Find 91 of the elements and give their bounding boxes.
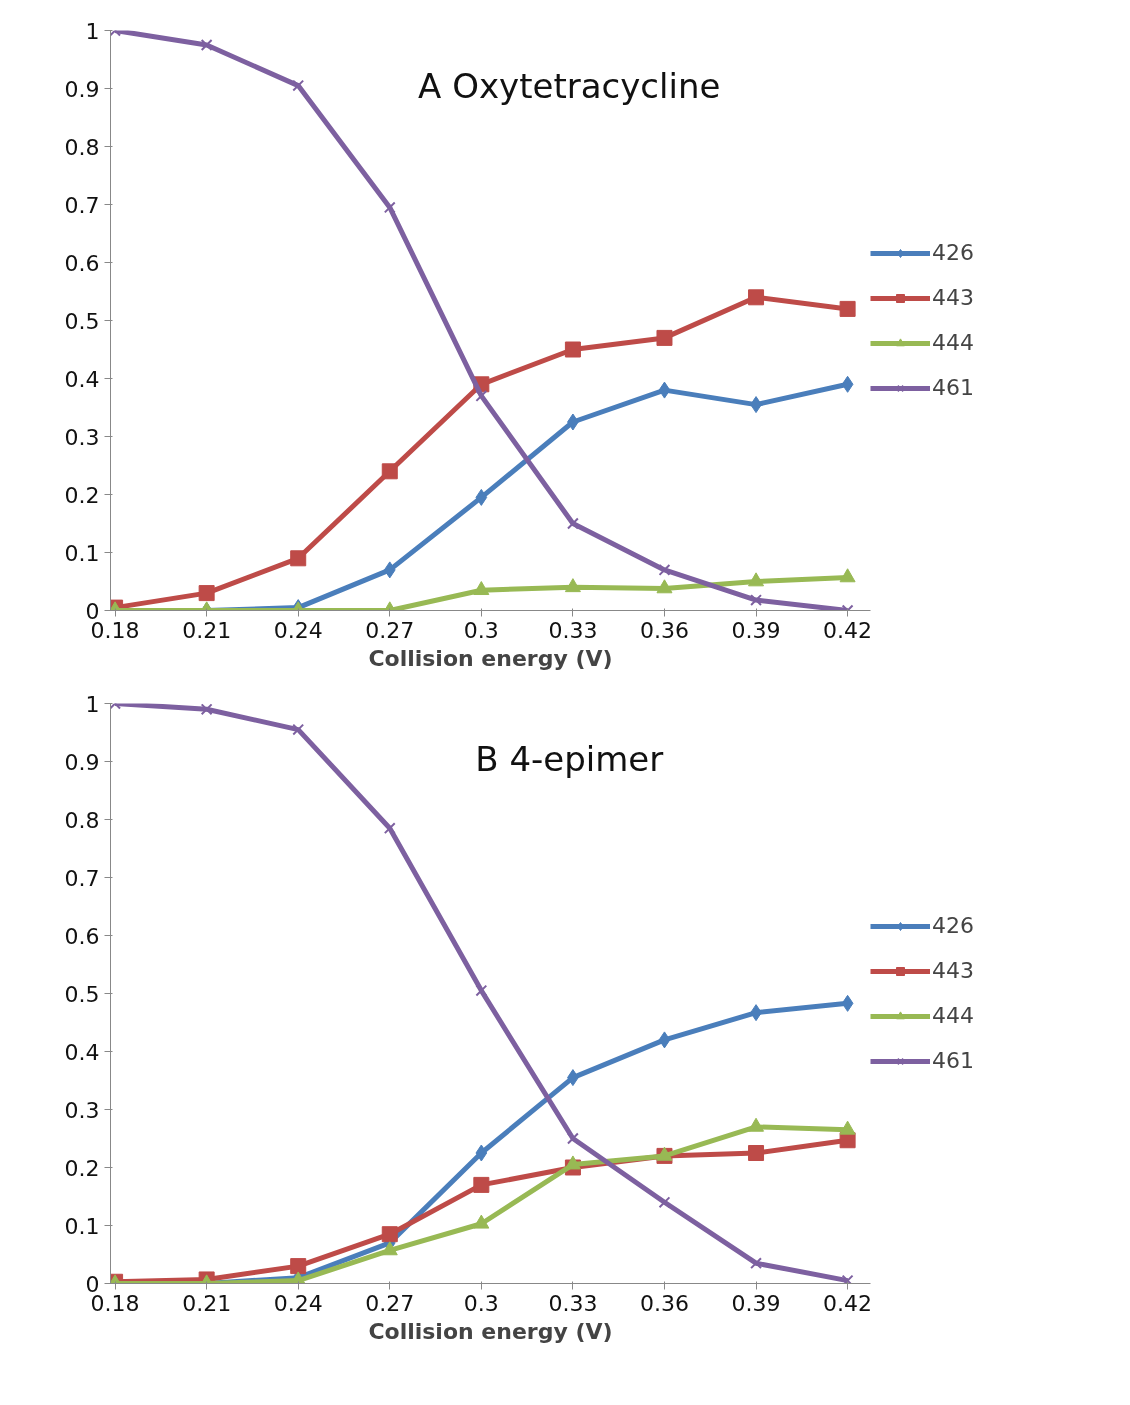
point [200,39,213,51]
x-tick-label: 0.33 [548,1290,598,1316]
y-tick-label: 1 [85,691,100,717]
x-tick-label: 0.39 [731,617,781,643]
y-tick-label: 0.2 [64,482,100,508]
point [658,563,671,576]
y-tick-label: 0.5 [64,981,100,1007]
y-tick-label: 0.3 [64,1097,100,1123]
y-tick-label: 0.3 [64,424,100,450]
x-tick-label: 0.3 [463,617,499,643]
y-tick-label: 0.7 [64,192,100,218]
x-tick-label: 0.3 [463,1290,499,1316]
point [473,581,490,596]
y-tick-label: 1 [85,18,100,44]
point [658,381,671,399]
x-tick-label: 0.36 [639,617,689,643]
legend-label: 444 [932,330,974,355]
text: B 4-epimer [475,738,664,779]
point [200,703,213,716]
point [841,375,854,393]
point [473,1214,490,1229]
x-tick-label: 0.27 [365,617,415,643]
text: A Oxytetracycline [418,65,721,106]
point [383,822,396,835]
point [748,1145,765,1161]
point [566,1132,579,1145]
point [564,341,581,358]
point [475,389,488,402]
point [748,289,765,306]
x-tick-label: 0.42 [823,1290,873,1316]
point [658,1031,671,1049]
point [839,300,856,317]
legend-label: 461 [932,375,974,400]
point [566,517,579,530]
y-tick-label: 0.8 [64,134,100,160]
point [381,1241,398,1256]
x-tick-label: 0.42 [823,617,873,643]
y-tick-label: 0.2 [64,1155,100,1181]
legend-label: 461 [932,1048,974,1073]
point [841,994,854,1012]
y-tick-label: 0.8 [64,807,100,833]
point [381,463,398,480]
point [658,1196,671,1209]
y-tick-label: 0.6 [64,250,100,276]
point [839,1120,856,1135]
y-tick-label: 0.1 [64,1213,100,1239]
point [383,561,396,579]
x-tick-label: 0.21 [182,617,232,643]
point [748,1117,765,1132]
point [475,1144,488,1162]
point [564,578,581,593]
y-tick-label: 0.9 [64,749,100,775]
point [748,572,765,587]
x-tick-label: 0.21 [182,1290,232,1316]
point [290,550,307,567]
legend-label: 443 [932,958,974,983]
y-tick-label: 0.7 [64,865,100,891]
y-tick-label: 0.4 [64,1039,100,1065]
point [198,585,215,602]
x-tick-label: 0.24 [273,617,323,643]
point [750,594,762,607]
point [841,1274,854,1284]
x-axis-title: Collision energy (V) [368,645,613,671]
y-tick-label: 0.5 [64,308,100,334]
point [383,201,396,214]
point [292,723,305,736]
x-tick-label: 0.36 [639,1290,689,1316]
x-tick-label: 0.33 [548,617,598,643]
point [292,79,305,92]
point [564,1155,581,1170]
y-tick-label: 0.1 [64,540,100,566]
point [656,329,673,346]
point [475,488,488,506]
y-tick-label: 0.4 [64,366,100,392]
y-tick-label: 0.9 [64,76,100,102]
y-tick-label: 0.6 [64,923,100,949]
legend-label: 444 [932,1003,974,1028]
legend-label: 426 [932,240,974,265]
point [475,984,488,997]
point [381,1226,398,1243]
point [656,579,673,594]
point [290,1258,307,1275]
point [750,1257,762,1270]
x-tick-label: 0.27 [365,1290,415,1316]
x-axis-title: Collision energy (V) [368,1318,613,1344]
legend-label: 426 [932,913,974,938]
x-tick-label: 0.24 [273,1290,323,1316]
point [839,568,856,583]
x-tick-label: 0.39 [731,1290,781,1316]
point [473,1176,490,1193]
legend-label: 443 [932,285,974,310]
